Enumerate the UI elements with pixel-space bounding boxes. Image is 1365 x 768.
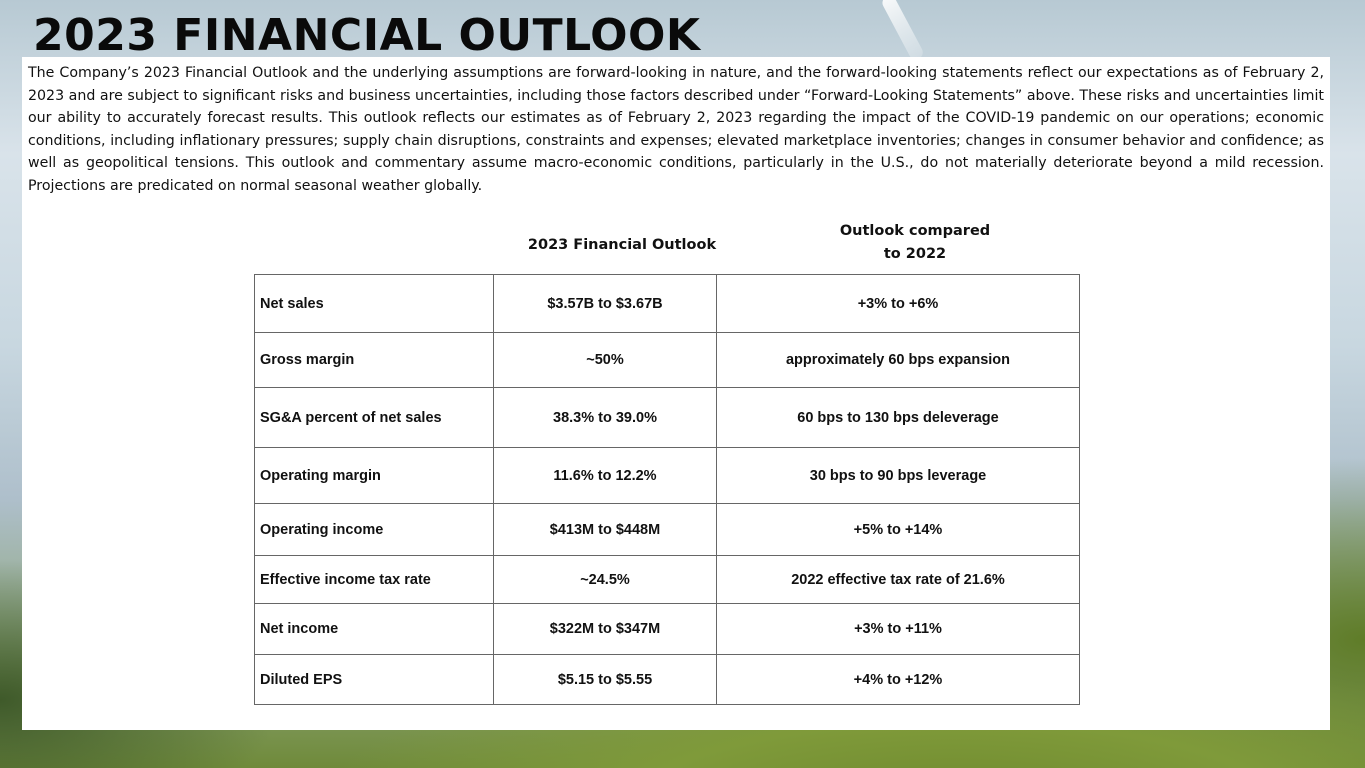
page-title: 2023 FINANCIAL OUTLOOK (33, 10, 701, 61)
outlook-cell: ~50% (493, 332, 717, 388)
compared-cell: +5% to +14% (716, 503, 1080, 556)
outlook-cell: $322M to $347M (493, 603, 717, 655)
outlook-table: Net sales $3.57B to $3.67B +3% to +6% Gr… (254, 274, 1080, 705)
table-row: Net income $322M to $347M +3% to +11% (254, 603, 1080, 655)
column-header-compared-line1: Outlook compared (839, 223, 991, 239)
column-header-compared: Outlook compared to 2022 (822, 220, 1008, 265)
table-row: SG&A percent of net sales 38.3% to 39.0%… (254, 387, 1080, 448)
table-row: Diluted EPS $5.15 to $5.55 +4% to +12% (254, 654, 1080, 705)
compared-cell: 2022 effective tax rate of 21.6% (716, 555, 1080, 604)
outlook-cell: $5.15 to $5.55 (493, 654, 717, 705)
compared-cell: +4% to +12% (716, 654, 1080, 705)
metric-cell: Net income (254, 603, 494, 655)
outlook-cell: $3.57B to $3.67B (493, 274, 717, 333)
compared-cell: 60 bps to 130 bps deleverage (716, 387, 1080, 448)
outlook-cell: 38.3% to 39.0% (493, 387, 717, 448)
metric-cell: Diluted EPS (254, 654, 494, 705)
metric-cell: Operating margin (254, 447, 494, 504)
table-row: Operating margin 11.6% to 12.2% 30 bps t… (254, 447, 1080, 504)
compared-cell: +3% to +6% (716, 274, 1080, 333)
metric-cell: Operating income (254, 503, 494, 556)
metric-cell: Gross margin (254, 332, 494, 388)
compared-cell: +3% to +11% (716, 603, 1080, 655)
outlook-cell: ~24.5% (493, 555, 717, 604)
outlook-cell: 11.6% to 12.2% (493, 447, 717, 504)
compared-cell: approximately 60 bps expansion (716, 332, 1080, 388)
outlook-cell: $413M to $448M (493, 503, 717, 556)
compared-cell: 30 bps to 90 bps leverage (716, 447, 1080, 504)
content-panel: The Company’s 2023 Financial Outlook and… (22, 57, 1330, 730)
intro-paragraph: The Company’s 2023 Financial Outlook and… (28, 65, 1324, 194)
table-row: Operating income $413M to $448M +5% to +… (254, 503, 1080, 556)
table-row: Effective income tax rate ~24.5% 2022 ef… (254, 555, 1080, 604)
table-row: Net sales $3.57B to $3.67B +3% to +6% (254, 274, 1080, 333)
metric-cell: SG&A percent of net sales (254, 387, 494, 448)
column-header-compared-line2: to 2022 (883, 245, 947, 262)
metric-cell: Effective income tax rate (254, 555, 494, 604)
background-sky-streak (880, 0, 926, 62)
column-header-outlook: 2023 Financial Outlook (527, 237, 717, 253)
metric-cell: Net sales (254, 274, 494, 333)
table-row: Gross margin ~50% approximately 60 bps e… (254, 332, 1080, 388)
